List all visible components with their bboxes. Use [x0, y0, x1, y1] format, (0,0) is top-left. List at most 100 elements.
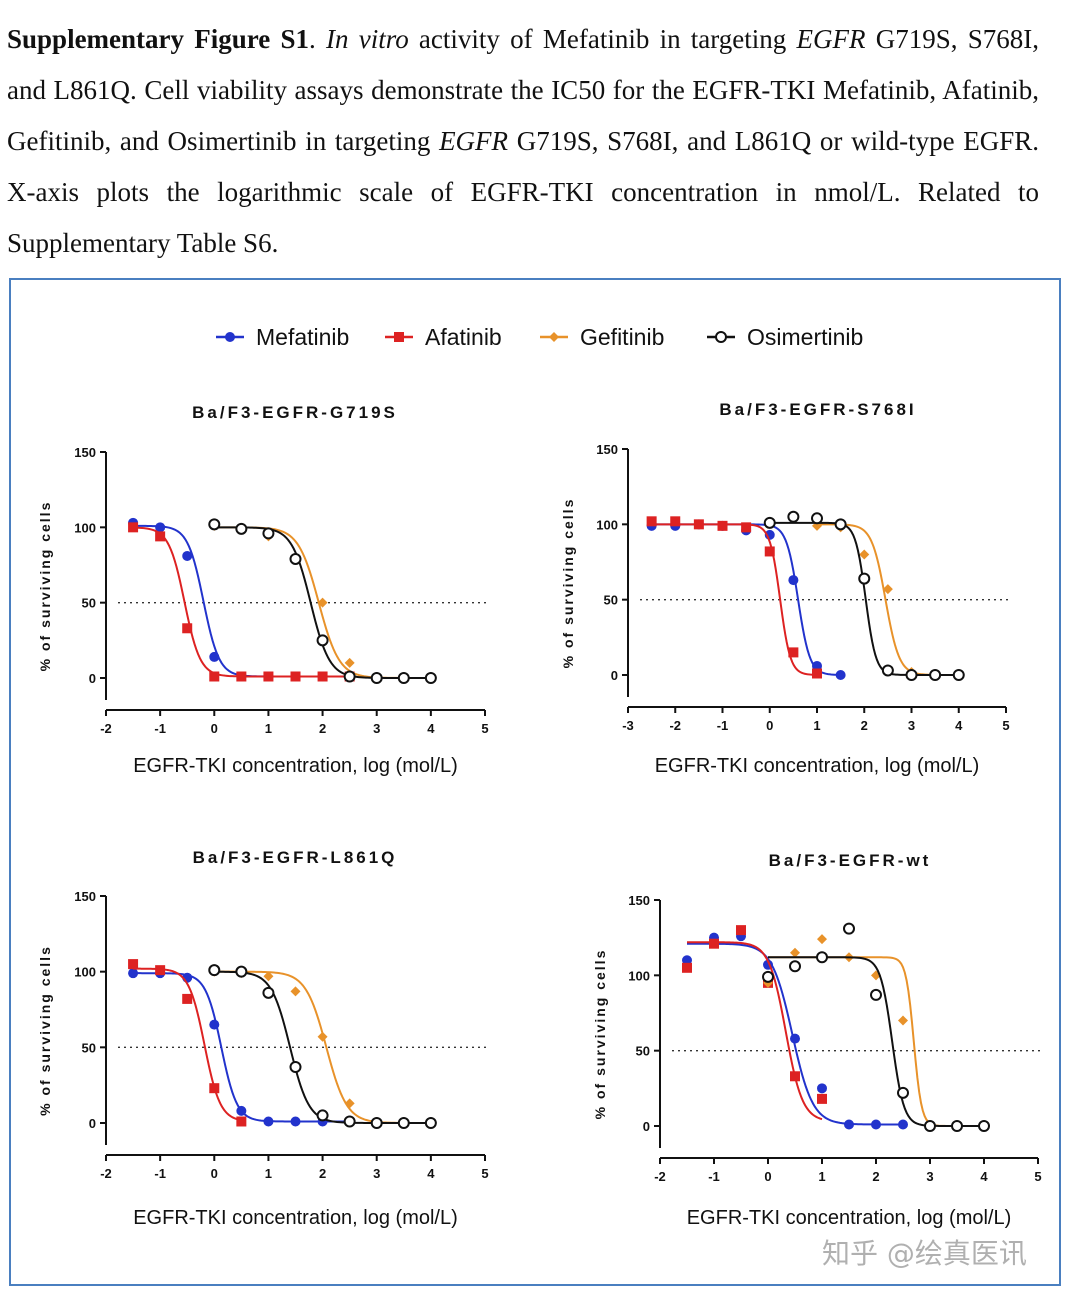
x-tick-label: 0 — [211, 1166, 218, 1181]
data-point — [128, 959, 139, 970]
data-point — [790, 947, 800, 958]
legend-label: Gefitinib — [580, 324, 664, 350]
legend-marker — [225, 332, 235, 342]
data-point — [343, 1115, 356, 1128]
fit-curve — [651, 523, 841, 676]
series-gefitinib — [812, 520, 964, 680]
data-point — [263, 671, 274, 682]
x-tick-label: 0 — [211, 721, 218, 736]
x-tick-label: 0 — [764, 1169, 771, 1184]
data-point — [424, 672, 437, 684]
data-point — [208, 518, 221, 531]
y-tick-label: 100 — [74, 520, 96, 535]
data-point — [317, 1031, 328, 1042]
x-tick-label: -1 — [708, 1169, 720, 1184]
data-point — [789, 960, 801, 973]
data-point — [424, 1117, 437, 1129]
data-point — [790, 1033, 800, 1044]
y-tick-label: 50 — [604, 593, 618, 608]
legend-label: Mefatinib — [256, 324, 349, 350]
x-tick-label: -1 — [717, 718, 729, 733]
x-axis-label: EGFR-TKI concentration, log (mol/L) — [687, 1207, 1012, 1229]
data-point — [397, 1117, 410, 1129]
x-tick-label: -2 — [669, 718, 681, 733]
y-tick-label: 50 — [636, 1044, 650, 1059]
legend-item: Mefatinib — [216, 324, 349, 350]
fit-curve — [769, 521, 959, 676]
data-point — [290, 1116, 301, 1127]
x-tick-label: -3 — [622, 718, 634, 733]
data-point — [816, 951, 828, 964]
data-point — [370, 1117, 383, 1129]
y-axis-label: % of surviving cells — [560, 498, 576, 669]
legend-marker — [394, 332, 404, 342]
data-point — [209, 1083, 220, 1094]
data-point — [262, 527, 275, 540]
data-point — [209, 671, 220, 682]
data-point — [817, 1083, 827, 1094]
data-point — [128, 968, 139, 979]
data-point — [682, 962, 692, 973]
y-axis-label: % of surviving cells — [37, 945, 53, 1116]
y-tick-label: 150 — [74, 445, 96, 460]
fit-curve — [133, 524, 350, 678]
data-point — [709, 938, 719, 949]
caption-text: G719S, S768I, and L861Q. Cell viability … — [7, 24, 1039, 156]
fit-curve — [133, 526, 350, 678]
chart-panel: Ba/F3-EGFR-L861Q 0 50 100 150 -2 -1 0 1 2 3 4 5 EGFR-… — [37, 848, 489, 1229]
data-point — [929, 669, 942, 681]
data-point — [843, 922, 855, 935]
data-point — [235, 522, 248, 535]
data-point — [289, 552, 302, 565]
y-tick-label: 0 — [643, 1119, 650, 1134]
x-tick-label: 1 — [265, 1166, 272, 1181]
y-tick-label: 0 — [611, 668, 618, 683]
y-tick-label: 50 — [82, 596, 96, 611]
series-osimertinib — [208, 964, 437, 1129]
data-point — [317, 597, 328, 608]
x-axis-label: EGFR-TKI concentration, log (mol/L) — [655, 755, 980, 777]
y-tick-label: 100 — [628, 968, 650, 983]
legend-label: Osimertinib — [747, 324, 863, 350]
y-axis-label: % of surviving cells — [37, 501, 53, 672]
chart-panel: Ba/F3-EGFR-wt 0 50 100 150 -2 -1 0 1 2 3 4 5 EGFR-TKI… — [592, 851, 1042, 1229]
data-point — [812, 668, 822, 679]
chart-panel: Ba/F3-EGFR-S768I 0 50 100 150 -3 -2 -1 0 1 2 3 4 5 EGF… — [560, 400, 1010, 777]
data-point — [817, 1093, 827, 1104]
x-axis-label: EGFR-TKI concentration, log (mol/L) — [133, 755, 458, 777]
data-point — [182, 550, 193, 561]
fit-curve — [687, 941, 823, 1121]
chart-title: Ba/F3-EGFR-S768I — [719, 400, 916, 419]
data-point — [905, 669, 918, 681]
data-point — [316, 1109, 329, 1122]
series-gefitinib — [209, 520, 436, 683]
data-point — [870, 988, 882, 1001]
data-point — [344, 1098, 355, 1109]
data-point — [898, 1119, 908, 1130]
data-point — [128, 522, 139, 533]
data-point — [835, 670, 846, 680]
legend: Mefatinib Afatinib Gefitinib Osimertinib — [216, 324, 863, 350]
x-tick-label: 4 — [980, 1169, 988, 1184]
data-point — [788, 575, 799, 586]
x-tick-label: 2 — [319, 1166, 326, 1181]
x-tick-label: 5 — [1034, 1169, 1041, 1184]
legend-item: Afatinib — [385, 324, 502, 350]
y-tick-label: 0 — [89, 671, 96, 686]
data-point — [236, 671, 247, 682]
data-point — [952, 669, 965, 681]
x-tick-label: 4 — [955, 718, 963, 733]
data-point — [790, 1071, 800, 1082]
data-point — [290, 671, 301, 682]
data-point — [317, 671, 328, 682]
legend-marker — [715, 331, 727, 343]
x-tick-label: -2 — [100, 721, 112, 736]
caption-label: Supplementary Figure S1 — [7, 24, 309, 54]
data-point — [898, 1015, 908, 1026]
data-point — [182, 993, 193, 1004]
figure-caption: Supplementary Figure S1. In vitro activi… — [7, 14, 1039, 269]
caption-text: G719S, S768I, and L861Q or wild-type EGF… — [7, 126, 1040, 258]
fit-curve — [687, 942, 903, 1126]
x-tick-label: 3 — [908, 718, 915, 733]
data-point — [881, 664, 894, 677]
